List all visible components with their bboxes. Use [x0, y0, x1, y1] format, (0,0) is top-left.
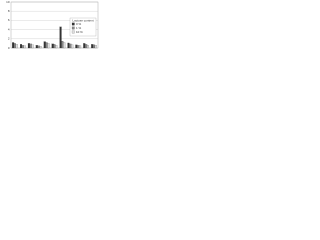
- legend-swatch: [71, 26, 75, 30]
- bar: [71, 44, 74, 49]
- bar: [37, 45, 40, 49]
- bar: [61, 41, 64, 49]
- legend-title: Lactose content: [72, 18, 93, 22]
- bar: [67, 42, 70, 49]
- bar: [29, 43, 32, 49]
- legend-swatch: [71, 22, 75, 26]
- bar: [77, 45, 80, 49]
- y-tick-label: 10: [6, 0, 10, 4]
- bar: [94, 45, 97, 49]
- bar: [79, 45, 82, 49]
- bar: [55, 45, 58, 49]
- bar: [83, 43, 86, 49]
- bar: [35, 45, 38, 49]
- y-tick-label: 4: [8, 27, 10, 31]
- bar: [53, 44, 56, 49]
- bar: [59, 26, 62, 49]
- y-tick-label: 2: [8, 37, 10, 41]
- y-tick-label: 6: [8, 18, 10, 22]
- legend-label: 1 %: [76, 26, 82, 30]
- bar: [85, 44, 88, 49]
- bar: [91, 44, 94, 49]
- legend-box: [69, 17, 97, 37]
- legend-label: 0 %: [76, 22, 82, 26]
- bar: [31, 44, 34, 49]
- bar: [75, 44, 78, 49]
- bar: [43, 41, 46, 49]
- legend-label: 10 %: [76, 30, 83, 34]
- bar: [69, 43, 72, 49]
- y-tick-label: 0: [8, 46, 10, 50]
- bar: [63, 42, 66, 49]
- bar: [21, 45, 24, 49]
- bar: [47, 43, 50, 49]
- bar: [12, 42, 15, 49]
- bar: [15, 44, 18, 49]
- bar: [13, 43, 16, 49]
- bar: [23, 45, 26, 49]
- bar: [20, 44, 23, 49]
- legend-swatch: [71, 30, 75, 34]
- page: {"chart_data": {"type": "bar", "legend_t…: [0, 0, 100, 85]
- y-tick-label: 8: [8, 9, 10, 13]
- bar: [27, 43, 30, 49]
- bar: [51, 43, 54, 49]
- bar: [39, 46, 42, 49]
- bar: [93, 44, 96, 49]
- bar: [45, 42, 48, 49]
- bar: [86, 45, 89, 49]
